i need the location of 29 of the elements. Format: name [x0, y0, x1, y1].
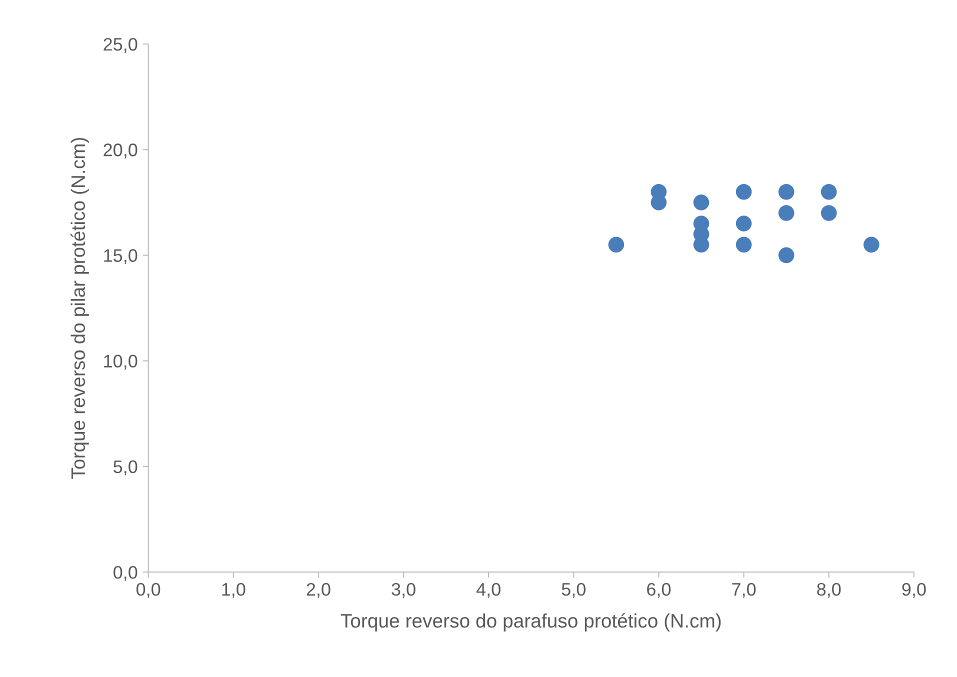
x-tick-label: 6,0 [647, 582, 671, 598]
x-tick-label: 8,0 [817, 582, 841, 598]
point [820, 205, 837, 221]
point [820, 184, 837, 200]
x-tick-label: 5,0 [562, 582, 586, 598]
point [778, 247, 794, 264]
y-tick-label: 10,0 [104, 354, 138, 370]
y-tick-label: 5,0 [114, 460, 138, 476]
point [778, 184, 794, 200]
point [693, 194, 710, 210]
point [863, 236, 880, 253]
point [736, 216, 752, 232]
x-axis-title: Torque reverso do parafuso protético (N.cm) [340, 613, 721, 632]
x-tick-label: 3,0 [392, 582, 416, 598]
point [736, 236, 752, 253]
point [778, 205, 794, 221]
y-axis-title: Torque reverso do pilar protético (N.cm) [70, 138, 89, 479]
x-tick-label: 2,0 [306, 582, 330, 598]
x-tick-label: 1,0 [222, 582, 246, 598]
point [736, 184, 752, 200]
y-tick-label: 0,0 [114, 566, 138, 581]
x-tick-label: 4,0 [476, 582, 500, 598]
point [608, 236, 624, 253]
y-tick-label: 15,0 [104, 249, 138, 264]
x-tick-label: 9,0 [902, 582, 926, 598]
y-tick-label: 25,0 [104, 38, 138, 53]
x-tick-label: 7,0 [732, 582, 756, 598]
y-tick-label: 20,0 [104, 144, 138, 158]
x-tick-label: 0,0 [136, 582, 160, 598]
